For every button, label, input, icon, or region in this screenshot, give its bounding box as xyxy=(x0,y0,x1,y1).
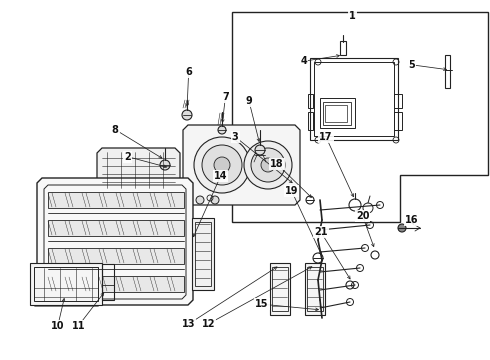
Text: 10: 10 xyxy=(51,321,65,331)
Bar xyxy=(48,276,184,292)
Circle shape xyxy=(251,148,285,182)
Text: 1: 1 xyxy=(349,11,356,21)
Circle shape xyxy=(214,157,230,173)
Bar xyxy=(102,264,114,300)
Bar xyxy=(394,94,402,108)
Text: 8: 8 xyxy=(112,125,119,135)
Text: 21: 21 xyxy=(314,227,328,237)
Text: 12: 12 xyxy=(201,319,215,329)
Bar xyxy=(272,267,288,311)
Bar xyxy=(307,267,323,311)
Circle shape xyxy=(244,141,292,189)
Text: 19: 19 xyxy=(285,186,298,196)
Text: 18: 18 xyxy=(270,159,284,169)
Bar xyxy=(320,98,355,128)
Circle shape xyxy=(255,145,265,155)
Text: 7: 7 xyxy=(222,92,229,102)
Bar xyxy=(310,58,398,140)
Bar xyxy=(48,248,184,264)
Text: 5: 5 xyxy=(408,60,415,70)
Text: 15: 15 xyxy=(255,299,269,309)
Text: 3: 3 xyxy=(232,132,239,142)
Bar xyxy=(325,105,347,122)
Bar xyxy=(340,41,346,55)
Text: 9: 9 xyxy=(245,96,252,106)
Bar xyxy=(192,218,214,290)
Circle shape xyxy=(398,224,406,232)
Bar xyxy=(394,112,402,130)
Text: 4: 4 xyxy=(300,56,307,66)
Bar xyxy=(314,62,394,136)
Polygon shape xyxy=(183,125,300,205)
Polygon shape xyxy=(97,148,180,190)
Text: 11: 11 xyxy=(72,321,85,331)
Bar xyxy=(48,220,184,236)
Circle shape xyxy=(160,160,170,170)
Polygon shape xyxy=(37,178,193,305)
Circle shape xyxy=(211,196,219,204)
Text: 17: 17 xyxy=(319,132,333,142)
Bar xyxy=(30,263,102,305)
Circle shape xyxy=(194,137,250,193)
Circle shape xyxy=(261,158,275,172)
Bar xyxy=(308,94,313,108)
Text: 14: 14 xyxy=(214,171,227,181)
Bar xyxy=(305,263,325,315)
Bar xyxy=(270,263,290,315)
Bar xyxy=(195,222,211,286)
Bar xyxy=(48,192,184,208)
Text: 6: 6 xyxy=(185,67,192,77)
Circle shape xyxy=(202,145,242,185)
Text: 16: 16 xyxy=(405,215,418,225)
Circle shape xyxy=(196,196,204,204)
Circle shape xyxy=(182,110,192,120)
Text: 20: 20 xyxy=(356,211,369,221)
Text: 2: 2 xyxy=(124,152,131,162)
Bar xyxy=(323,102,351,125)
Bar xyxy=(308,112,313,130)
Text: 13: 13 xyxy=(182,319,196,329)
Bar xyxy=(445,55,450,88)
Bar xyxy=(34,267,98,301)
Circle shape xyxy=(218,126,226,134)
